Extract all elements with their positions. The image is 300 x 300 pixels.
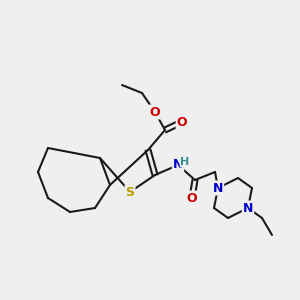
Text: H: H (180, 157, 190, 167)
Text: N: N (213, 182, 223, 194)
Text: O: O (150, 106, 160, 118)
Text: O: O (187, 191, 197, 205)
Text: N: N (243, 202, 253, 214)
Text: O: O (177, 116, 187, 128)
Text: N: N (173, 158, 183, 172)
Text: S: S (125, 185, 134, 199)
